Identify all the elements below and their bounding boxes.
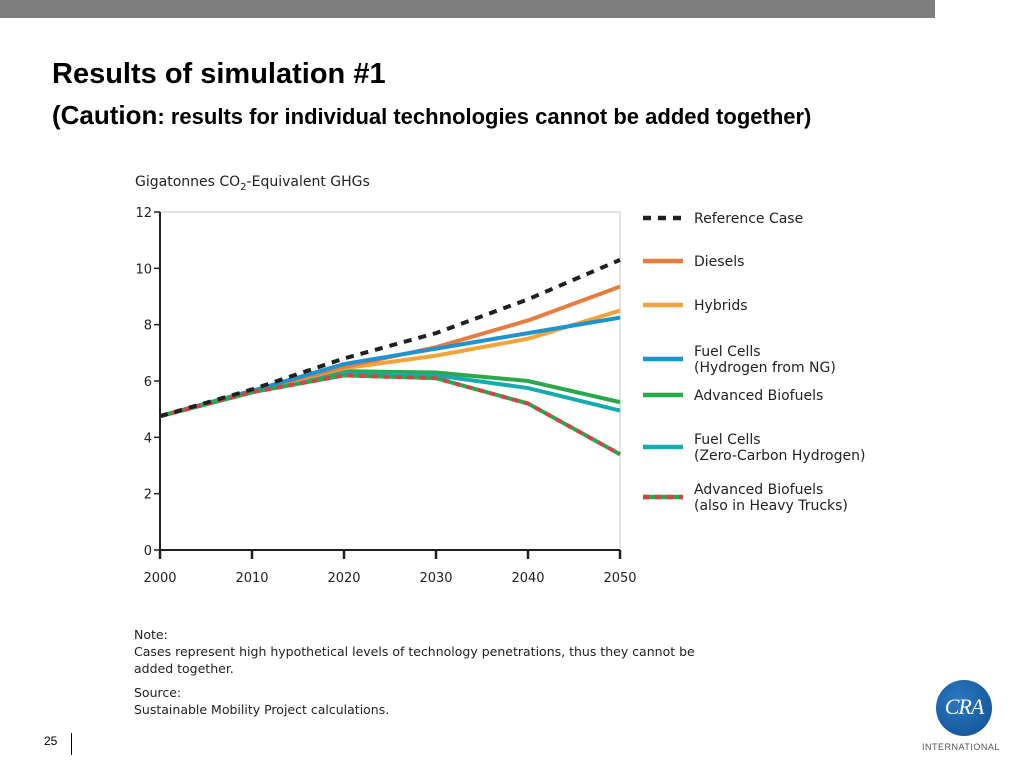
y-tick-label: 6 [144,375,152,390]
y-tick-label: 12 [135,206,152,221]
legend-label: Fuel Cells [694,432,761,448]
note-label: Note: [134,627,168,642]
y-tick-label: 10 [135,262,152,277]
x-tick-label: 2010 [235,571,268,586]
chart-note: Note: Cases represent high hypothetical … [134,626,704,718]
source-text: Sustainable Mobility Project calculation… [134,702,390,717]
y-tick-label: 0 [144,544,152,559]
y-tick-label: 2 [144,488,152,503]
x-tick-label: 2020 [327,571,360,586]
page-divider [71,733,72,755]
chart-title: Gigatonnes CO2-Equivalent GHGs [135,174,370,193]
slide-title: Results of simulation #1 [52,58,386,90]
legend-label: Fuel Cells [694,344,761,360]
legend-label: Hybrids [694,298,748,314]
logo-mark: CRA [944,694,985,719]
header-bar [0,0,935,18]
y-tick-label: 4 [144,431,152,446]
subtitle-caution: (Caution [52,100,158,130]
series-line [159,258,621,419]
series-line [159,308,621,419]
page-number: 25 [44,734,58,748]
note-text: Cases represent high hypothetical levels… [134,644,695,676]
plot-frame [159,211,621,551]
x-tick-label: 2050 [603,571,636,586]
legend-label: (Zero-Carbon Hydrogen) [694,448,865,464]
legend-label: (Hydrogen from NG) [694,360,836,376]
legend-label: (also in Heavy Trucks) [694,498,848,514]
subtitle-text: : results for individual technologies ca… [157,104,812,129]
legend-label: Advanced Biofuels [694,482,823,498]
x-tick-label: 2040 [511,571,544,586]
cra-logo: CRA [936,680,992,736]
legend-label: Advanced Biofuels [694,388,823,404]
x-tick-label: 2000 [143,571,176,586]
y-tick-label: 8 [144,319,152,334]
series-line [159,371,621,419]
x-tick-label: 2030 [419,571,452,586]
source-label: Source: [134,685,182,700]
legend-label: Diesels [694,254,744,270]
legend-label: Reference Case [694,211,803,227]
logo-caption: INTERNATIONAL [922,742,1000,752]
series-line [159,373,621,456]
slide-subtitle: (Caution: results for individual technol… [52,100,811,131]
